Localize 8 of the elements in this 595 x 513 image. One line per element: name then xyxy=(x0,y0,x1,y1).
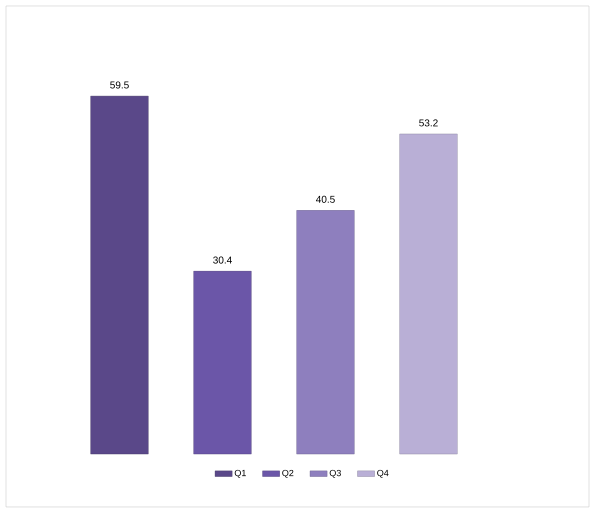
legend-label: Q2 xyxy=(282,470,294,478)
legend-label: Q1 xyxy=(234,470,246,478)
data-label: 30.4 xyxy=(213,256,232,264)
data-label: 59.5 xyxy=(110,81,129,89)
legend-label: Q4 xyxy=(377,470,389,478)
legend-label: Q3 xyxy=(330,470,341,478)
data-label: 40.5 xyxy=(316,196,335,203)
data-label: 53.2 xyxy=(419,119,438,126)
